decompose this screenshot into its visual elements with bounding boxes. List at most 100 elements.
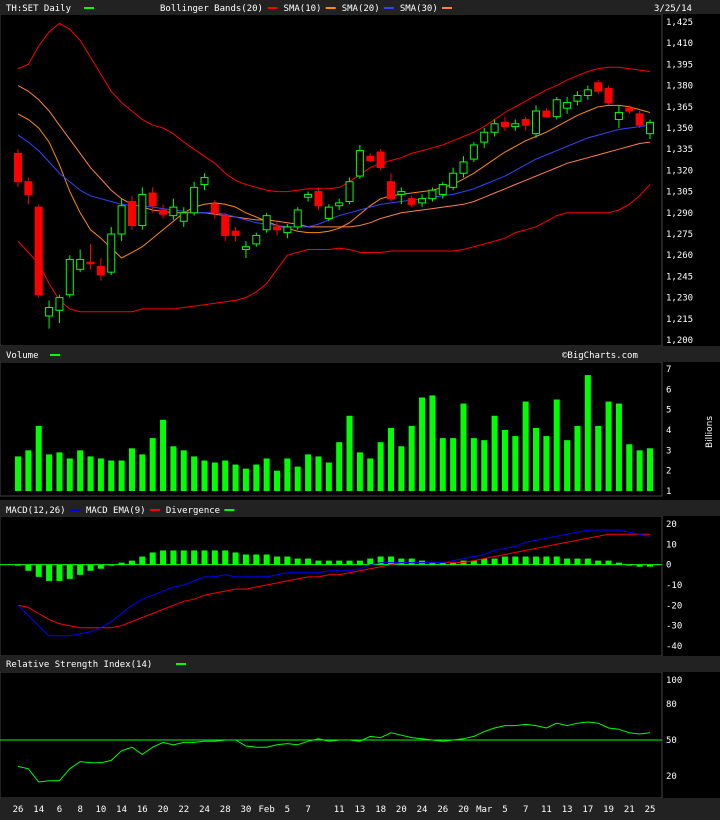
volume-bar <box>543 436 550 491</box>
divergence-bar <box>387 556 394 565</box>
volume-bar <box>108 460 115 491</box>
sma10-line <box>17 104 651 259</box>
volume-bar <box>512 436 519 491</box>
divergence-bar <box>160 550 167 565</box>
candle-body <box>542 110 551 118</box>
divergence-bar <box>574 558 581 565</box>
divergence-bar <box>501 556 508 565</box>
candle-body <box>532 110 541 135</box>
price-legend-label: Bollinger Bands(20) <box>160 4 263 14</box>
volume-bar <box>222 460 229 491</box>
volume-bar <box>501 430 508 491</box>
macd-legend-label: Divergence <box>166 506 220 516</box>
rsi-tick-label: 50 <box>666 736 677 746</box>
candle-body <box>335 202 344 207</box>
volume-bar <box>35 425 42 491</box>
macd-panel <box>0 515 663 657</box>
x-tick-label: 20 <box>458 805 469 815</box>
divergence-bar <box>429 562 436 565</box>
volume-bar <box>574 425 581 491</box>
volume-bar <box>180 450 187 491</box>
candle-body <box>169 206 178 217</box>
divergence-bar <box>170 550 177 565</box>
sma20-line <box>17 124 651 228</box>
divergence-bar <box>615 562 622 565</box>
candle-body <box>594 82 603 92</box>
volume-bar <box>118 460 125 491</box>
volume-bar <box>584 375 591 491</box>
rsi-panel <box>0 671 663 799</box>
divergence-bar <box>398 558 405 565</box>
candle-body <box>428 189 437 200</box>
macd-tick-label: -10 <box>666 581 682 591</box>
volume-bar <box>77 450 84 491</box>
candle-body <box>469 144 478 160</box>
divergence-bar <box>553 556 560 565</box>
x-tick-label: 5 <box>502 805 507 815</box>
x-tick-label: 25 <box>645 805 656 815</box>
divergence-bar <box>25 564 32 571</box>
volume-tick-label: 3 <box>666 446 671 456</box>
volume-tick-label: 5 <box>666 406 671 416</box>
volume-bar <box>408 425 415 491</box>
volume-bar <box>470 438 477 491</box>
divergence-bar <box>356 560 363 565</box>
divergence-bar <box>46 564 53 581</box>
divergence-bar <box>222 550 229 565</box>
x-tick-label: 19 <box>603 805 614 815</box>
candle-body <box>418 198 427 204</box>
x-tick-label: 13 <box>562 805 573 815</box>
volume-bar <box>170 446 177 491</box>
volume-bar <box>336 442 343 491</box>
divergence-bar <box>263 554 270 565</box>
volume-bar <box>139 454 146 491</box>
x-tick-label: Feb <box>259 805 275 815</box>
divergence-bar <box>470 560 477 565</box>
volume-bar <box>626 444 633 491</box>
x-tick-label: 17 <box>582 805 593 815</box>
rsi-line <box>17 721 651 783</box>
price-tick-label: 1,335 <box>666 145 693 155</box>
x-tick-label: 20 <box>158 805 169 815</box>
rsi-tick-label: 100 <box>666 676 682 686</box>
volume-bar <box>25 450 32 491</box>
volume-bar <box>284 458 291 491</box>
volume-tick-label: 4 <box>666 426 671 436</box>
candle-body <box>96 266 105 276</box>
volume-bar <box>253 464 260 491</box>
candle-body <box>314 191 323 207</box>
x-tick-label: 11 <box>541 805 552 815</box>
volume-bar <box>419 397 426 491</box>
divergence-bar <box>108 564 115 566</box>
divergence-bar <box>346 560 353 565</box>
x-tick-label: 7 <box>305 805 310 815</box>
divergence-bar <box>242 554 249 565</box>
candle-body <box>500 121 509 128</box>
volume-ylabel: Billions <box>705 416 715 448</box>
rsi-title: Relative Strength Index(14) <box>6 660 152 670</box>
divergence-bar <box>305 558 312 565</box>
divergence-bar <box>533 556 540 565</box>
price-panel <box>0 13 663 347</box>
volume-title: Volume <box>6 351 39 361</box>
macd-tick-label: 10 <box>666 540 677 550</box>
price-title: TH:SET Daily <box>6 4 72 14</box>
candle-body <box>511 123 520 128</box>
price-legend-label: SMA(20) <box>342 4 380 14</box>
candle-body <box>262 215 271 231</box>
x-tick-label: 22 <box>178 805 189 815</box>
x-tick-label: 21 <box>624 805 635 815</box>
macd-tick-label: -30 <box>666 622 682 632</box>
candle-body <box>24 181 33 195</box>
price-legend: Bollinger Bands(20) SMA(10) SMA(20) SMA(30) <box>84 4 452 14</box>
candle-body <box>552 99 561 118</box>
divergence-bar <box>87 564 94 571</box>
x-tick-label: Mar <box>476 805 493 815</box>
volume-bar <box>553 399 560 491</box>
divergence-bar <box>35 564 42 577</box>
candle-body <box>583 89 592 96</box>
macd-legend: MACD(12,26) MACD EMA(9) Divergence <box>6 506 235 516</box>
candle-body <box>397 191 406 195</box>
divergence-bar <box>481 558 488 565</box>
